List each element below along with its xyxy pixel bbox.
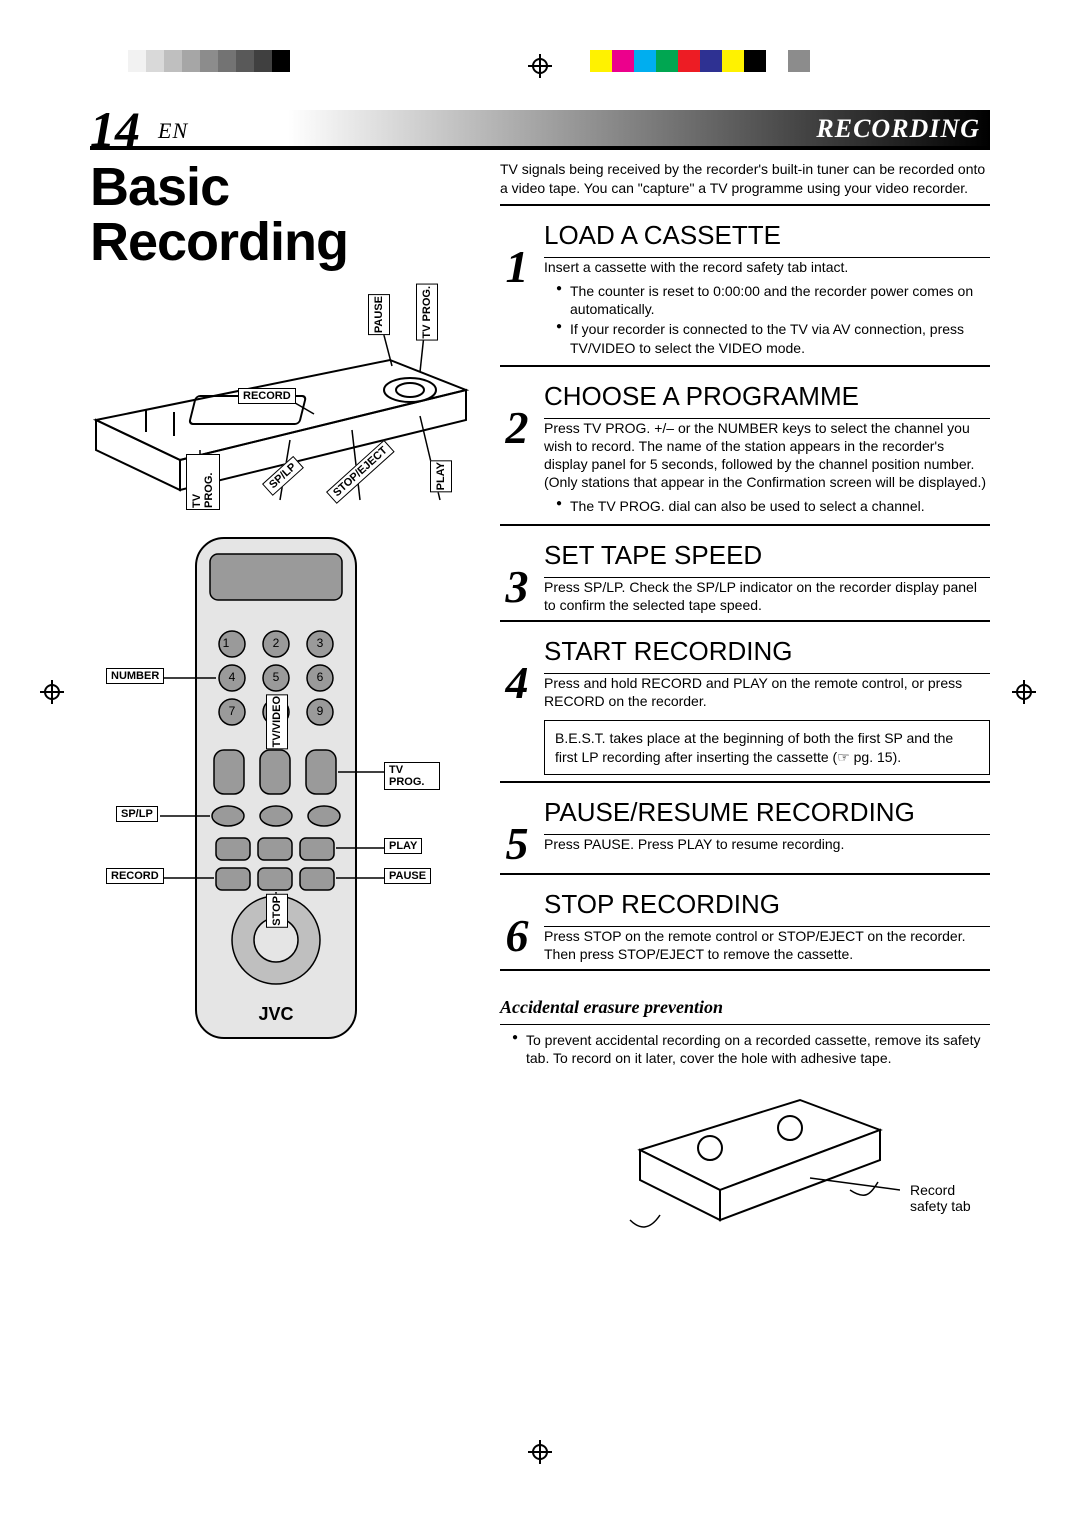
vcr-illustration: PAUSE TV PROG. RECORD TV PROG. SP/LP STO… [90,300,470,510]
remote-label-pause: PAUSE [384,868,431,884]
brand-logo: JVC [258,1004,293,1024]
step-4: 4 START RECORDING Press and hold RECORD … [500,636,990,775]
step-number: 6 [500,913,534,959]
step-2: 2 CHOOSE A PROGRAMME Press TV PROG. +/– … [500,381,990,518]
step-heading: CHOOSE A PROGRAMME [544,381,990,412]
step-bullet: The counter is reset to 0:00:00 and the … [558,282,990,318]
remote-label-splp: SP/LP [116,806,158,822]
remote-label-record: RECORD [106,868,164,884]
remote-illustration: 1 2 3 4 5 6 7 8 9 [120,532,440,1052]
svg-text:3: 3 [317,636,324,650]
registration-crosshair-right [1012,680,1036,704]
section-title: RECORDING [816,114,980,144]
svg-text:2: 2 [273,636,280,650]
step-number: 5 [500,821,534,867]
remote-label-tvvideo: TV/VIDEO [266,694,288,749]
registration-crosshair-bottom [528,1440,552,1464]
svg-text:4: 4 [229,670,236,684]
cmyk-swatches [590,50,810,72]
remote-label-play: PLAY [384,838,422,854]
registration-crosshair-left [40,680,64,704]
svg-text:6: 6 [317,670,324,684]
step-number: 4 [500,660,534,706]
step-5: 5 PAUSE/RESUME RECORDING Press PAUSE. Pr… [500,797,990,867]
step-text: Press SP/LP. Check the SP/LP indicator o… [544,578,990,614]
step-text: Press TV PROG. +/– or the NUMBER keys to… [544,419,990,516]
step-bullet: If your recorder is connected to the TV … [558,320,990,356]
intro-text: TV signals being received by the recorde… [500,160,990,198]
step-note-box: B.E.S.T. takes place at the beginning of… [544,720,990,774]
erasure-bullet: To prevent accidental recording on a rec… [514,1031,990,1067]
svg-text:5: 5 [273,670,280,684]
svg-text:9: 9 [317,704,324,718]
vcr-label-record: RECORD [238,388,296,404]
cassette-illustration [600,1070,900,1240]
svg-text:7: 7 [229,704,236,718]
step-heading: STOP RECORDING [544,889,990,920]
registration-crosshair-top [528,54,552,78]
step-number: 3 [500,564,534,610]
step-3: 3 SET TAPE SPEED Press SP/LP. Check the … [500,540,990,614]
safety-tab-callout: Record safety tab [910,1182,990,1214]
step-number: 2 [500,405,534,451]
step-text: Insert a cassette with the record safety… [544,258,990,357]
step-number: 1 [500,244,534,290]
grayscale-swatches [110,50,290,72]
vcr-label-pause: PAUSE [368,294,390,335]
vcr-label-tvprog-bot: TV PROG. [186,454,220,510]
step-heading: SET TAPE SPEED [544,540,990,571]
remote-label-tvprog: TV PROG. [384,762,440,790]
vcr-label-play: PLAY [430,460,452,492]
step-heading: LOAD A CASSETTE [544,220,990,251]
page-number: 14 [90,100,140,158]
page-title: Basic Recording [90,160,480,270]
step-1: 1 LOAD A CASSETTE Insert a cassette with… [500,220,990,359]
page-lang: EN [158,118,188,144]
step-bullet: The TV PROG. dial can also be used to se… [558,497,990,515]
step-heading: START RECORDING [544,636,990,667]
step-text: Press PAUSE. Press PLAY to resume record… [544,835,990,853]
erasure-heading: Accidental erasure prevention [500,997,990,1018]
vcr-label-tvprog-top: TV PROG. [416,284,438,341]
step-text: Press and hold RECORD and PLAY on the re… [544,674,990,710]
page-header-bar: 14 EN RECORDING [90,110,990,150]
step-6: 6 STOP RECORDING Press STOP on the remot… [500,889,990,963]
step-text: Press STOP on the remote control or STOP… [544,927,990,963]
svg-text:1: 1 [223,636,230,650]
remote-label-number: NUMBER [106,668,164,684]
manual-page: 14 EN RECORDING Basic Recording [90,110,990,1240]
remote-label-stop: STOP [266,894,288,928]
step-heading: PAUSE/RESUME RECORDING [544,797,990,828]
